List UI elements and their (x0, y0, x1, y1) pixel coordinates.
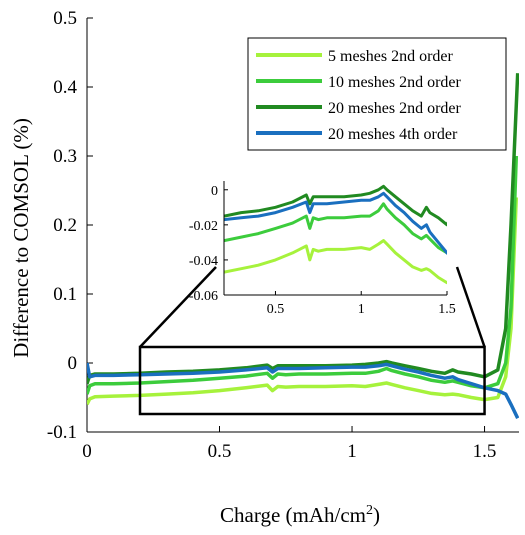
x-axis-label-close: ) (373, 503, 380, 527)
inset-series-line-2 (224, 202, 447, 255)
zoom-indicator (138, 266, 486, 416)
legend-label-1: 5 meshes 2nd order (328, 48, 454, 65)
zoom-connector-left (139, 266, 217, 348)
inset-series-line-4 (224, 191, 447, 255)
inset-x-tick-label: 0.5 (267, 302, 285, 317)
main-plot-area: 0 0.5 1 1.5-0.100.10.20.30.40.5 (47, 8, 519, 462)
inset-y-tick-label: -0.06 (189, 289, 218, 304)
inset-y-tick-label: -0.04 (189, 254, 218, 269)
x-tick-label: 1.5 (473, 441, 497, 462)
y-tick-label: -0.1 (47, 422, 77, 443)
y-tick-label: 0.4 (53, 77, 77, 98)
inset-x-tick-label: 1 (358, 302, 365, 317)
y-tick-label: 0.3 (53, 146, 77, 167)
x-axis-label: Charge (mAh/cm2) (220, 503, 380, 527)
y-tick-label: 0 (68, 353, 78, 374)
y-tick-label: 0.1 (53, 284, 77, 305)
inset-plot-area: 0.5 1 1.5 0 -0.02 -0.04 -0.06 (189, 181, 456, 317)
x-tick-label: 0 (82, 441, 92, 462)
y-axis-label: Difference to COMSOL (%) (9, 118, 33, 358)
series-line-2 (87, 155, 519, 395)
x-tick-label: 0.5 (208, 441, 232, 462)
inset-background (224, 181, 447, 295)
inset-series-lines (224, 184, 447, 285)
inset-y-tick-label: -0.02 (189, 219, 218, 234)
zoom-connector-right (455, 266, 486, 348)
series-lines (87, 73, 519, 419)
legend-label-3: 20 meshes 2nd order (328, 100, 462, 117)
y-tick-label: 0.5 (53, 8, 77, 29)
legend: 5 meshes 2nd order 10 meshes 2nd order 20 … (247, 37, 507, 151)
x-tick-label: 1 (347, 441, 357, 462)
series-line-4 (87, 362, 519, 419)
series-line-3 (87, 73, 519, 385)
zoom-box (138, 345, 486, 416)
x-axis-label-superscript: 2 (366, 503, 373, 518)
inset-series-line-1 (224, 239, 447, 285)
inset-series-line-3 (224, 184, 447, 227)
inset-x-tick-label: 1.5 (438, 302, 456, 317)
series-line-1 (87, 197, 519, 406)
y-tick-label: 0.2 (53, 215, 77, 236)
legend-label-2: 10 meshes 2nd order (328, 74, 462, 91)
legend-label-4: 20 meshes 4th order (328, 126, 458, 143)
inset-y-tick-label: 0 (211, 184, 218, 199)
